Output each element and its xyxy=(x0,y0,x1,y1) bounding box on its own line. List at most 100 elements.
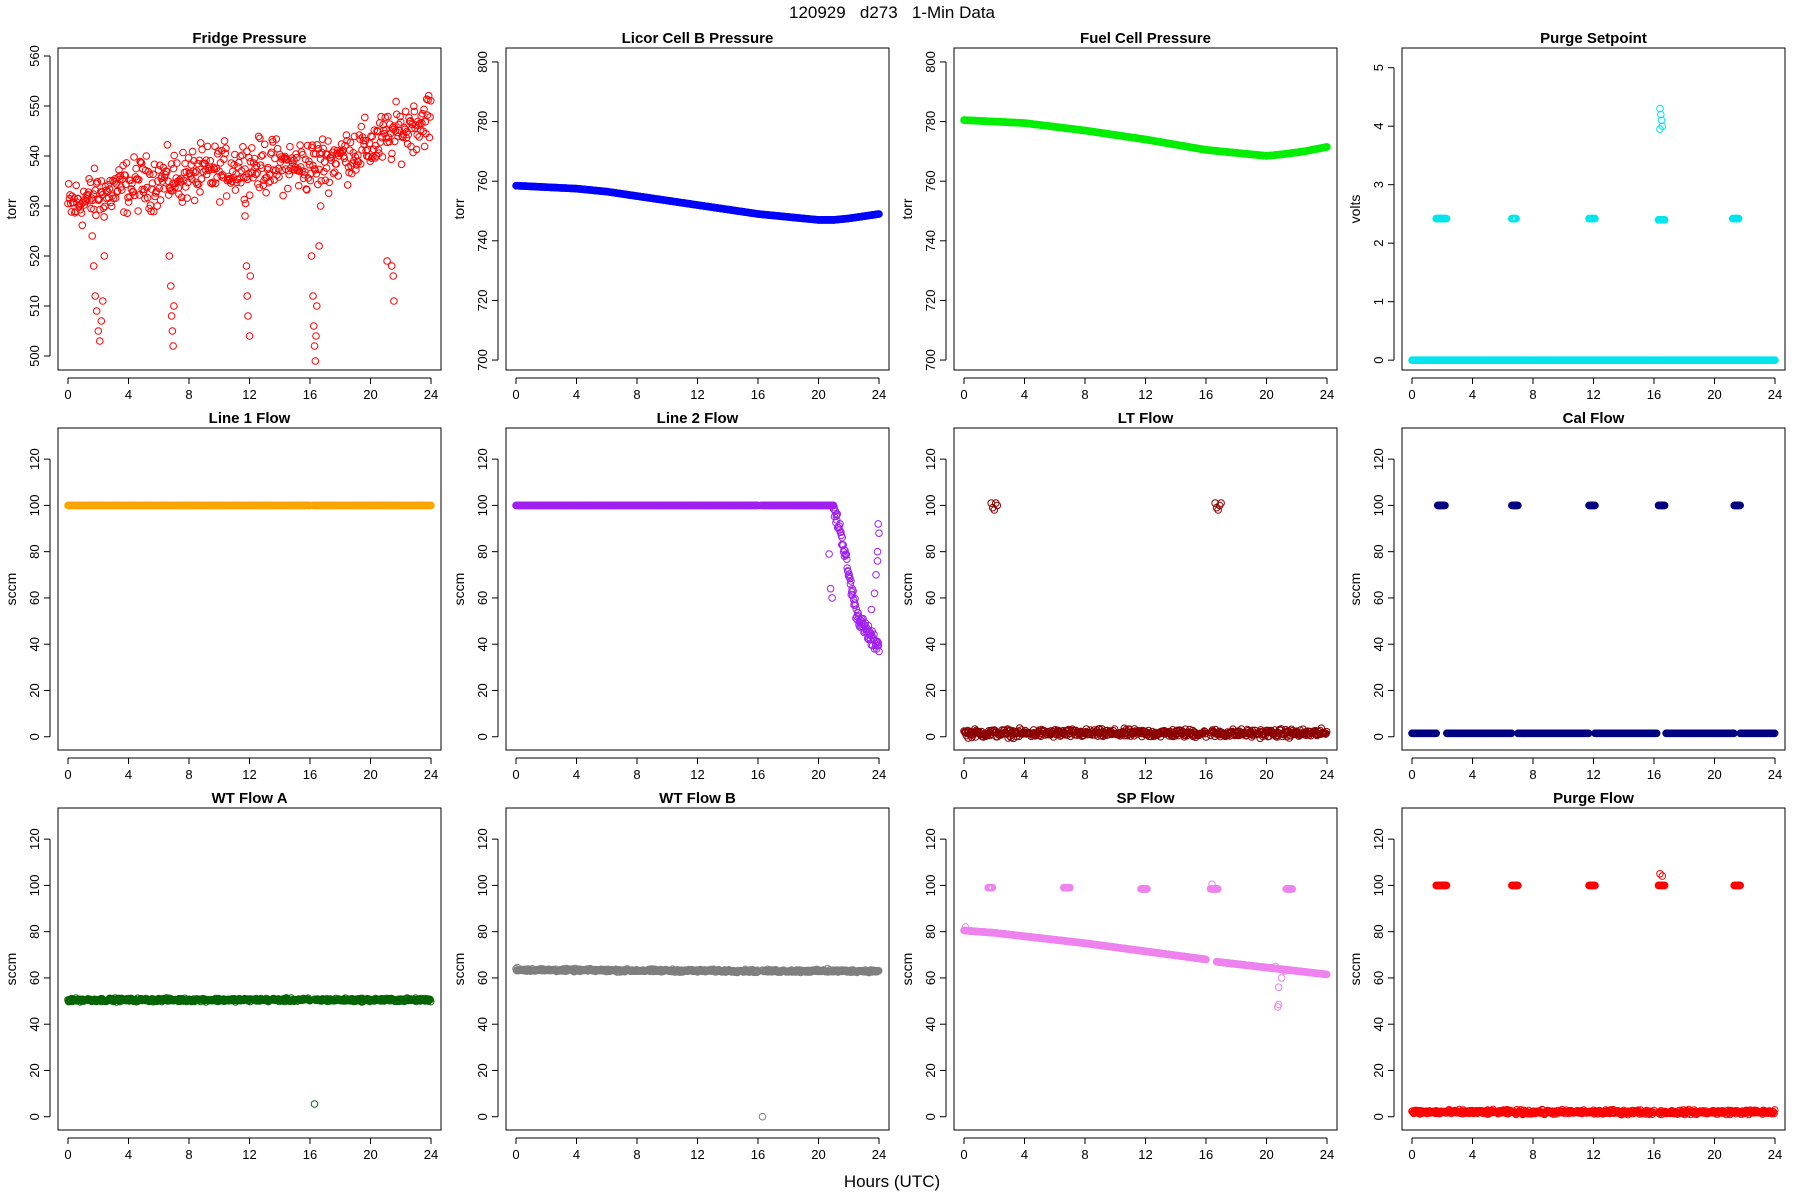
data-point xyxy=(179,148,187,157)
y-tick-label: 80 xyxy=(923,544,938,558)
data-point xyxy=(425,133,434,142)
x-tick-label: 20 xyxy=(1259,767,1273,782)
x-tick-label: 8 xyxy=(1529,767,1536,782)
data-point xyxy=(309,161,317,170)
data-point xyxy=(222,144,230,153)
data-point xyxy=(94,196,103,204)
data-point xyxy=(150,207,158,216)
x-tick-label: 12 xyxy=(242,387,256,402)
data-point xyxy=(106,176,114,185)
data-point xyxy=(1442,214,1451,223)
data-point xyxy=(275,173,283,181)
x-tick-label: 8 xyxy=(1081,767,1088,782)
y-tick-label: 120 xyxy=(27,828,42,850)
data-point xyxy=(181,183,190,191)
data-point xyxy=(165,252,174,260)
x-axis-label: Hours (UTC) xyxy=(844,1172,940,1191)
data-point xyxy=(356,160,365,168)
data-point xyxy=(826,584,835,593)
data-point xyxy=(374,145,383,154)
data-point xyxy=(272,135,281,143)
y-tick-label: 60 xyxy=(1371,591,1386,605)
x-tick-label: 12 xyxy=(242,1147,256,1162)
data-point xyxy=(357,122,366,131)
data-point xyxy=(296,141,304,149)
data-point xyxy=(387,262,396,270)
y-tick-label: 100 xyxy=(475,495,490,517)
data-point xyxy=(1657,110,1665,119)
data-point xyxy=(341,141,349,150)
data-point xyxy=(265,170,274,178)
data-point xyxy=(311,166,319,174)
data-point xyxy=(1771,356,1779,365)
y-axis-label: torr xyxy=(899,198,915,219)
data-point xyxy=(252,170,260,179)
data-point xyxy=(190,196,199,205)
y-tick-label: 530 xyxy=(27,195,42,217)
data-point xyxy=(288,154,296,162)
data-point xyxy=(1214,506,1222,514)
data-point xyxy=(395,120,403,129)
y-tick-label: 40 xyxy=(1371,637,1386,651)
y-tick-label: 80 xyxy=(27,544,42,558)
data-point xyxy=(383,257,391,265)
data-point xyxy=(397,118,405,126)
y-tick-label: 0 xyxy=(475,733,490,740)
data-point xyxy=(384,133,393,142)
data-point xyxy=(420,142,429,151)
data-point xyxy=(89,262,98,270)
data-point xyxy=(89,190,97,198)
x-tick-label: 4 xyxy=(125,1147,132,1162)
panel-title: Line 2 Flow xyxy=(657,410,739,427)
panel-title: Purge Setpoint xyxy=(1540,30,1647,47)
data-point xyxy=(280,154,288,163)
y-tick-label: 520 xyxy=(27,245,42,267)
data-point xyxy=(872,571,880,579)
data-point xyxy=(313,141,321,149)
data-point xyxy=(64,199,72,208)
data-point xyxy=(243,175,252,184)
data-point xyxy=(143,183,151,192)
data-point xyxy=(378,153,387,161)
x-tick-label: 24 xyxy=(424,767,438,782)
data-point xyxy=(239,173,248,182)
y-tick-label: 20 xyxy=(923,683,938,697)
y-axis-label: torr xyxy=(3,198,19,219)
data-point xyxy=(332,160,341,168)
y-tick-label: 120 xyxy=(1371,448,1386,470)
x-tick-label: 4 xyxy=(1469,387,1476,402)
data-point xyxy=(325,178,334,187)
data-point xyxy=(196,188,204,196)
data-point xyxy=(329,169,338,178)
data-point xyxy=(231,186,240,194)
data-point xyxy=(322,164,331,172)
data-point xyxy=(404,130,413,139)
data-point xyxy=(100,252,109,260)
y-tick-label: 40 xyxy=(27,637,42,651)
y-tick-label: 0 xyxy=(1371,733,1386,740)
data-point xyxy=(334,172,343,180)
data-point xyxy=(233,178,241,187)
data-point xyxy=(137,159,146,167)
x-tick-label: 24 xyxy=(424,387,438,402)
x-tick-label: 24 xyxy=(872,387,886,402)
y-tick-label: 720 xyxy=(475,290,490,312)
x-tick-label: 16 xyxy=(303,1147,317,1162)
data-point xyxy=(207,165,216,174)
x-tick-label: 4 xyxy=(573,387,580,402)
y-tick-label: 510 xyxy=(27,295,42,317)
data-point xyxy=(250,159,258,167)
y-tick-label: 800 xyxy=(923,51,938,73)
y-tick-label: 740 xyxy=(923,230,938,252)
x-tick-label: 16 xyxy=(1199,387,1213,402)
x-tick-label: 12 xyxy=(1586,767,1600,782)
data-point xyxy=(369,145,378,154)
data-point xyxy=(222,192,231,200)
data-point xyxy=(303,186,311,194)
x-tick-label: 8 xyxy=(633,387,640,402)
data-point xyxy=(123,209,131,217)
data-point xyxy=(150,160,159,169)
data-point xyxy=(156,196,165,204)
